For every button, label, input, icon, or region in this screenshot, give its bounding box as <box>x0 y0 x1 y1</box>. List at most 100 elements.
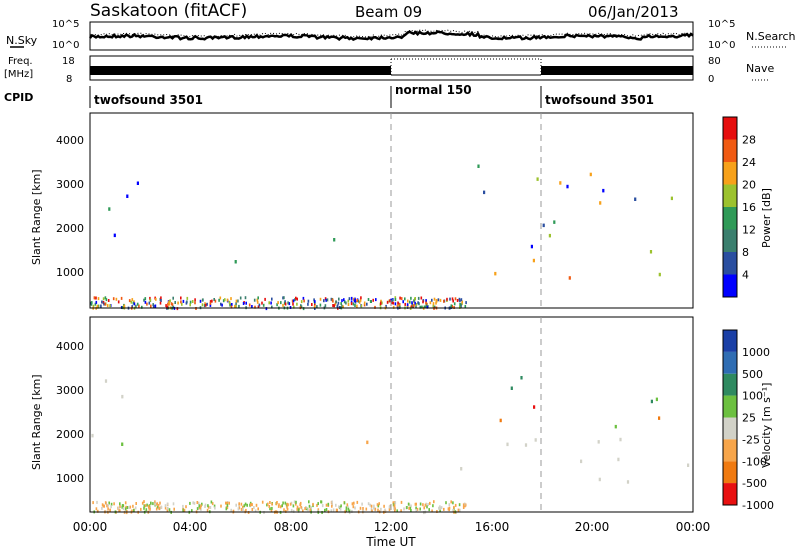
heatmap-cell <box>289 502 292 506</box>
heatmap-cell <box>438 506 440 510</box>
heatmap-cell <box>132 301 135 305</box>
heatmap-cell <box>463 502 466 506</box>
heatmap-cell <box>268 505 271 508</box>
power-ytick-1000: 1000 <box>56 266 84 279</box>
noise-search-trace <box>89 29 694 38</box>
heatmap-cell <box>354 297 356 301</box>
heatmap-cell <box>400 500 403 504</box>
heatmap-cell <box>363 303 366 307</box>
heatmap-cell <box>366 440 369 445</box>
heatmap-cell <box>392 301 395 305</box>
heatmap-cell <box>234 260 237 264</box>
time-tick-1: 04:00 <box>173 520 208 534</box>
heatmap-cell <box>225 501 227 505</box>
heatmap-cell <box>168 508 171 512</box>
heatmap-cell <box>219 296 222 300</box>
heatmap-cell <box>399 296 401 300</box>
heatmap-cell <box>101 503 104 507</box>
heatmap-cell <box>240 508 243 511</box>
heatmap-cell <box>383 504 385 508</box>
heatmap-cell <box>422 300 424 304</box>
heatmap-cell <box>461 302 463 306</box>
heatmap-cell <box>204 505 206 508</box>
heatmap-cell <box>459 508 461 512</box>
time-tick-5: 20:00 <box>575 520 610 534</box>
heatmap-cell <box>379 302 382 306</box>
heatmap-cell <box>559 181 562 185</box>
heatmap-cell <box>432 304 435 308</box>
noise-panel: N.Sky 10^5 10^0 10^5 10^0 N.Search <box>6 19 796 51</box>
heatmap-cell <box>354 304 356 307</box>
heatmap-cell <box>308 504 311 508</box>
heatmap-cell <box>268 301 270 305</box>
heatmap-cell <box>95 507 98 511</box>
heatmap-cell <box>192 501 194 505</box>
heatmap-cell <box>617 457 620 462</box>
heatmap-cell <box>335 503 337 507</box>
heatmap-cell <box>293 305 295 309</box>
heatmap-cell <box>534 438 537 442</box>
heatmap-cell <box>524 443 528 447</box>
heatmap-cell <box>135 502 137 505</box>
heatmap-cell <box>327 502 330 506</box>
heatmap-cell <box>365 507 368 511</box>
heatmap-cell <box>209 303 212 307</box>
heatmap-cell <box>431 509 433 513</box>
heatmap-cell <box>548 233 551 238</box>
heatmap-cell <box>378 502 380 506</box>
heatmap-cell <box>321 504 324 508</box>
heatmap-cell <box>359 298 362 302</box>
heatmap-cell <box>172 305 175 309</box>
velocity-colorbar-swatch <box>723 439 737 462</box>
heatmap-cell <box>140 507 142 511</box>
velocity-colorbar-tick: 500 <box>742 368 763 381</box>
heatmap-cell <box>109 508 111 512</box>
heatmap-cell <box>451 297 454 301</box>
heatmap-cell <box>356 304 358 308</box>
power-ylabel: Slant Range [km] <box>30 169 43 265</box>
velocity-ylabel: Slant Range [km] <box>30 374 43 470</box>
heatmap-cell <box>295 296 297 300</box>
time-tick-3: 12:00 <box>374 520 409 534</box>
heatmap-cell <box>425 305 427 309</box>
heatmap-cell <box>388 508 391 512</box>
heatmap-cell <box>201 502 203 506</box>
heatmap-cell <box>125 505 127 509</box>
heatmap-cell <box>372 298 374 302</box>
velocity-colorbar-swatch <box>723 373 737 396</box>
heatmap-cell <box>287 503 289 507</box>
heatmap-cell <box>159 501 161 505</box>
heatmap-cell <box>350 300 353 304</box>
heatmap-cell <box>91 433 94 438</box>
heatmap-cell <box>242 302 245 305</box>
heatmap-cell <box>494 271 497 276</box>
velocity-colorbar-tick: 1000 <box>742 346 770 359</box>
heatmap-cell <box>425 303 428 307</box>
heatmap-cell <box>337 301 340 305</box>
heatmap-cell <box>119 509 121 513</box>
heatmap-cell <box>104 379 108 383</box>
heatmap-cell <box>97 509 99 513</box>
heatmap-cell <box>220 504 222 508</box>
heatmap-cell <box>238 506 241 510</box>
heatmap-cell <box>283 296 285 300</box>
velocity-ytick-4000: 4000 <box>56 340 84 353</box>
power-colorbar-swatch <box>723 207 737 230</box>
heatmap-cell <box>164 504 167 508</box>
heatmap-cell <box>410 504 412 508</box>
heatmap-cell <box>459 305 461 309</box>
power-colorbar-tick: 28 <box>742 134 756 147</box>
power-y-ticks: 1000 2000 3000 4000 <box>56 134 84 279</box>
heatmap-cell <box>655 397 658 402</box>
heatmap-cell <box>235 299 238 303</box>
heatmap-cell <box>146 503 148 507</box>
heatmap-cell <box>415 303 418 306</box>
heatmap-cell <box>210 500 213 504</box>
heatmap-cell <box>366 302 368 306</box>
heatmap-cell <box>296 302 298 306</box>
heatmap-cell <box>419 507 421 511</box>
heatmap-cell <box>124 501 127 505</box>
heatmap-cell <box>459 299 461 303</box>
heatmap-cell <box>277 504 280 508</box>
cpid-segment-2: normal 150 <box>395 83 472 97</box>
